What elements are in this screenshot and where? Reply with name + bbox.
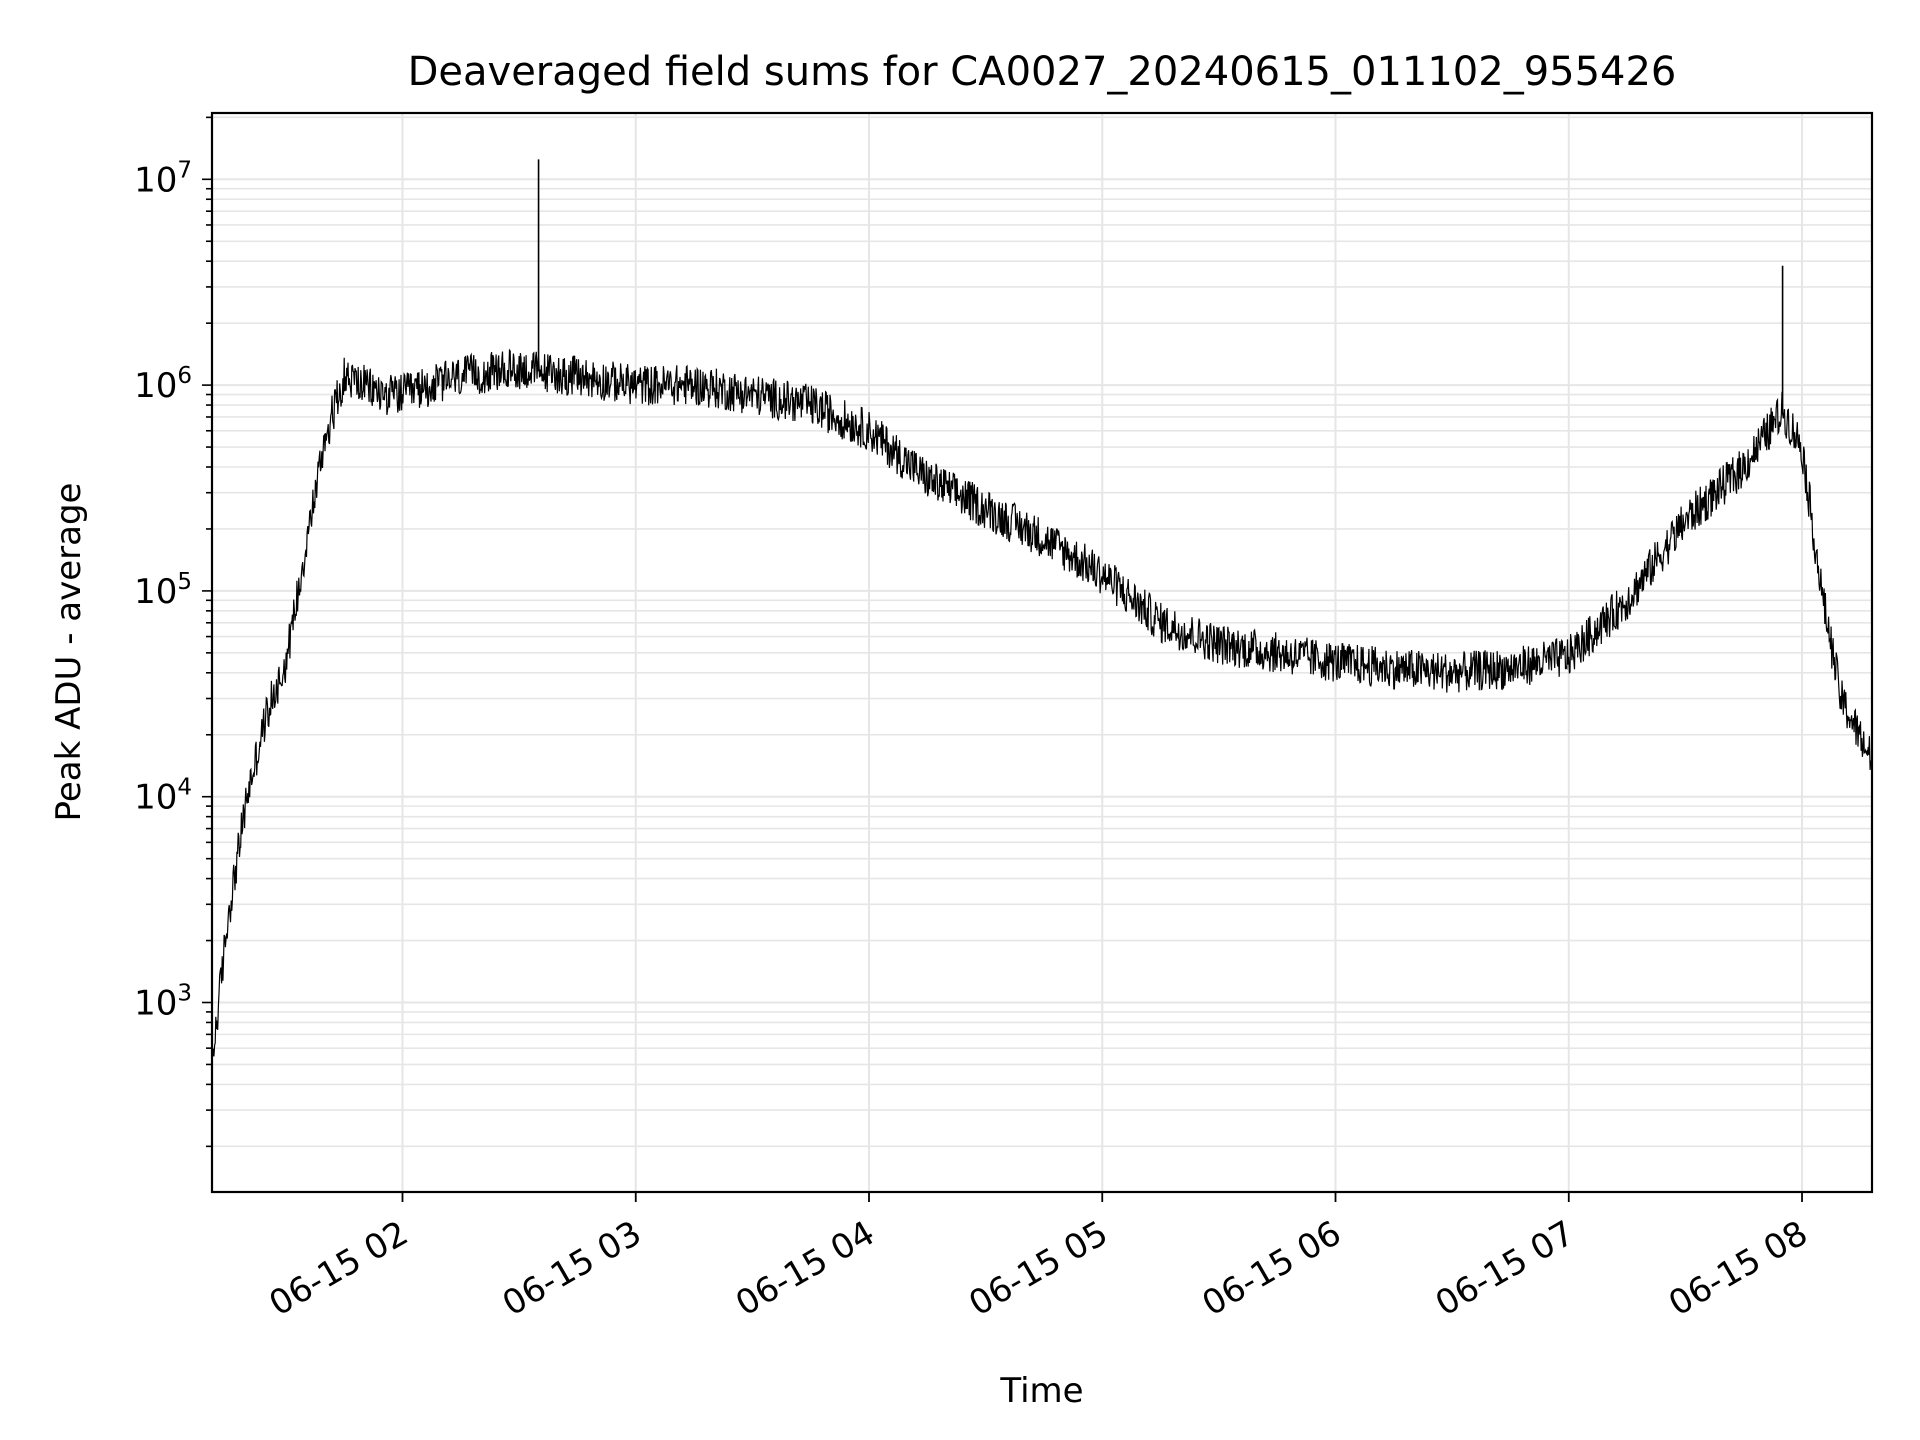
y-tick-label: 105: [134, 569, 192, 612]
y-tick-label: 106: [134, 363, 192, 406]
x-axis-label: Time: [999, 1371, 1083, 1411]
y-tick-label: 107: [134, 157, 192, 200]
y-tick-label: 104: [134, 775, 192, 818]
series-layer: [211, 159, 1873, 1057]
data-series-line: [211, 348, 1873, 1057]
chart-title: Deaveraged field sums for CA0027_2024061…: [408, 49, 1677, 95]
y-axis-label: Peak ADU - average: [49, 483, 89, 822]
y-tick-label: 103: [134, 980, 192, 1023]
